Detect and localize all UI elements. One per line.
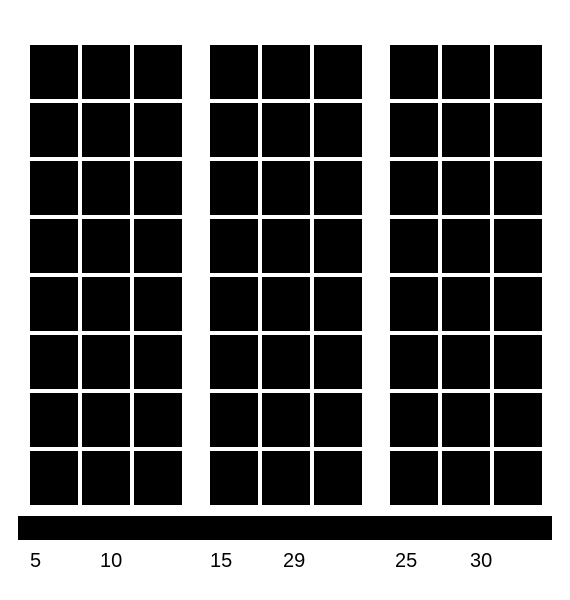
unit-cell <box>442 335 490 389</box>
unit-cell <box>134 393 182 447</box>
unit-cell <box>314 161 362 215</box>
unit-cell <box>262 219 310 273</box>
unit-cell <box>262 45 310 99</box>
bar-column <box>314 45 366 509</box>
unit-cell <box>134 277 182 331</box>
unit-cell <box>314 45 362 99</box>
unit-cell <box>262 277 310 331</box>
unit-cell <box>210 219 258 273</box>
unit-cell <box>82 451 130 505</box>
unit-cell <box>314 451 362 505</box>
bar-column <box>494 45 546 509</box>
x-axis-label: 25 <box>395 550 417 573</box>
unit-cell <box>262 161 310 215</box>
bar-column <box>82 45 134 509</box>
unit-cell <box>442 393 490 447</box>
unit-cell <box>494 277 542 331</box>
unit-cell <box>210 277 258 331</box>
unit-cell <box>262 335 310 389</box>
unit-cell <box>262 103 310 157</box>
x-axis-label: 30 <box>470 550 492 573</box>
unit-cell <box>314 335 362 389</box>
unit-cell <box>210 335 258 389</box>
unit-cell <box>82 161 130 215</box>
unit-cell <box>30 161 78 215</box>
unit-cell <box>134 451 182 505</box>
unit-cell <box>210 103 258 157</box>
unit-cell <box>390 335 438 389</box>
x-axis-label: 5 <box>30 550 41 573</box>
unit-cell <box>314 103 362 157</box>
unit-cell <box>82 45 130 99</box>
unit-cell <box>390 219 438 273</box>
unit-cell <box>314 219 362 273</box>
unit-cell <box>442 103 490 157</box>
bar-column <box>262 45 314 509</box>
unit-cell <box>82 103 130 157</box>
unit-cell <box>262 393 310 447</box>
unit-cell <box>262 451 310 505</box>
bar-column <box>210 45 262 509</box>
unit-cell <box>390 277 438 331</box>
unit-cell <box>494 219 542 273</box>
unit-cell <box>210 451 258 505</box>
x-axis-label: 15 <box>210 550 232 573</box>
unit-cell <box>30 451 78 505</box>
unit-bar-chart: 5 10 15 29 25 30 <box>0 0 570 600</box>
unit-cell <box>210 45 258 99</box>
unit-cell <box>82 219 130 273</box>
unit-cell <box>494 451 542 505</box>
bar-group-2 <box>390 45 546 509</box>
unit-cell <box>442 45 490 99</box>
unit-cell <box>494 103 542 157</box>
unit-cell <box>494 45 542 99</box>
unit-cell <box>30 277 78 331</box>
unit-cell <box>30 335 78 389</box>
unit-cell <box>442 219 490 273</box>
x-axis-label: 10 <box>100 550 122 573</box>
unit-cell <box>390 393 438 447</box>
bar-column <box>442 45 494 509</box>
unit-cell <box>314 277 362 331</box>
unit-cell <box>82 393 130 447</box>
unit-cell <box>82 277 130 331</box>
unit-cell <box>442 161 490 215</box>
unit-cell <box>134 219 182 273</box>
unit-cell <box>442 277 490 331</box>
x-axis-label: 29 <box>283 550 305 573</box>
unit-cell <box>134 45 182 99</box>
unit-cell <box>314 393 362 447</box>
unit-cell <box>30 103 78 157</box>
unit-cell <box>134 103 182 157</box>
unit-cell <box>494 393 542 447</box>
unit-cell <box>210 161 258 215</box>
unit-cell <box>30 393 78 447</box>
unit-cell <box>390 161 438 215</box>
unit-cell <box>210 393 258 447</box>
unit-cell <box>390 45 438 99</box>
unit-cell <box>134 335 182 389</box>
bar-group-0 <box>30 45 186 509</box>
bar-column <box>134 45 186 509</box>
bar-column <box>390 45 442 509</box>
bar-column <box>30 45 82 509</box>
unit-cell <box>134 161 182 215</box>
unit-cell <box>494 161 542 215</box>
x-axis-bar <box>18 516 552 540</box>
unit-cell <box>390 451 438 505</box>
unit-cell <box>494 335 542 389</box>
bar-group-1 <box>210 45 366 509</box>
unit-cell <box>30 219 78 273</box>
unit-cell <box>442 451 490 505</box>
unit-cell <box>390 103 438 157</box>
unit-cell <box>30 45 78 99</box>
unit-cell <box>82 335 130 389</box>
